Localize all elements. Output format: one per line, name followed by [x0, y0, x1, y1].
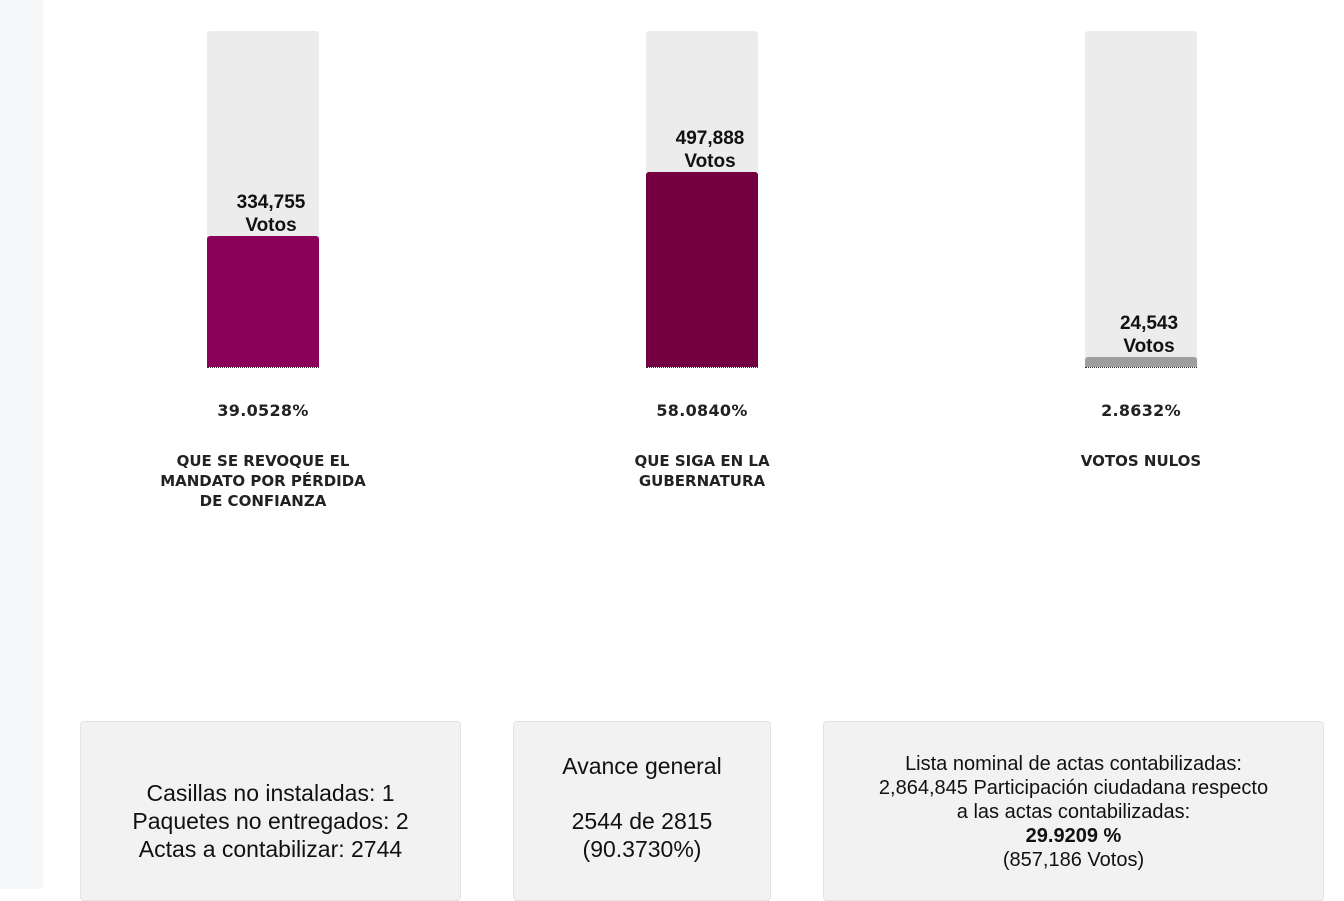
lista-nominal-card: Lista nominal de actas contabilizadas: 2…	[823, 721, 1324, 901]
vote-count: 24,543	[1119, 313, 1179, 334]
candidate-name: QUE SE REVOQUE EL MANDATO POR PÉRDIDA DE…	[160, 452, 366, 510]
avance-title: Avance general	[562, 753, 722, 779]
avance-general-card: Avance general 2544 de 2815 (90.3730%)	[513, 721, 771, 901]
participacion-votos: (857,186 Votos)	[1002, 849, 1145, 871]
vote-count-label: 334,755 Votos	[191, 191, 351, 237]
casillas-summary-card: Casillas no instaladas: 1 Paquetes no en…	[80, 721, 461, 901]
vote-count-label: 497,888 Votos	[630, 127, 790, 173]
left-sidebar-strip	[0, 0, 43, 889]
bar-baseline	[207, 367, 319, 368]
vote-bar-track	[207, 31, 319, 367]
vote-unit: Votos	[684, 151, 736, 172]
vote-percentage: 39.0528%	[217, 401, 309, 420]
vote-count: 334,755	[236, 192, 306, 213]
vote-count-label: 24,543 Votos	[1069, 312, 1229, 358]
candidate-nulos: 24,543 Votos 2.8632% VOTOS NULOS	[1001, 0, 1281, 600]
paquetes-no-entregados: Paquetes no entregados: 2	[132, 808, 409, 834]
vote-bar-track	[646, 31, 758, 367]
vote-bar-track	[1085, 31, 1197, 367]
participacion-label: a las actas contabilizadas:	[956, 801, 1191, 823]
vote-unit: Votos	[245, 215, 297, 236]
lista-nominal-value: 2,864,845 Participación ciudadana respec…	[878, 777, 1269, 799]
vote-bar-fill	[207, 236, 319, 367]
bar-baseline	[1085, 367, 1197, 368]
vote-bar-fill	[1085, 357, 1197, 367]
candidate-revoque: 334,755 Votos 39.0528% QUE SE REVOQUE EL…	[123, 0, 403, 600]
vote-percentage: 2.8632%	[1101, 401, 1181, 420]
lista-nominal-label: Lista nominal de actas contabilizadas:	[905, 753, 1242, 775]
actas-a-contabilizar: Actas a contabilizar: 2744	[138, 836, 403, 862]
candidate-name: VOTOS NULOS	[1080, 452, 1202, 470]
vote-unit: Votos	[1123, 336, 1175, 357]
spacer	[514, 780, 770, 807]
candidate-name: QUE SIGA EN LA GUBERNATURA	[634, 452, 770, 490]
participacion-percent: 29.9209 %	[1025, 825, 1122, 847]
casillas-no-instaladas: Casillas no instaladas: 1	[146, 780, 395, 806]
vote-percentage: 58.0840%	[656, 401, 748, 420]
bar-baseline	[646, 367, 758, 368]
vote-bar-fill	[646, 172, 758, 367]
vote-count: 497,888	[675, 128, 745, 149]
candidate-siga: 497,888 Votos 58.0840% QUE SIGA EN LA GU…	[562, 0, 842, 600]
avance-percent: (90.3730%)	[582, 836, 702, 862]
avance-count: 2544 de 2815	[571, 808, 713, 834]
